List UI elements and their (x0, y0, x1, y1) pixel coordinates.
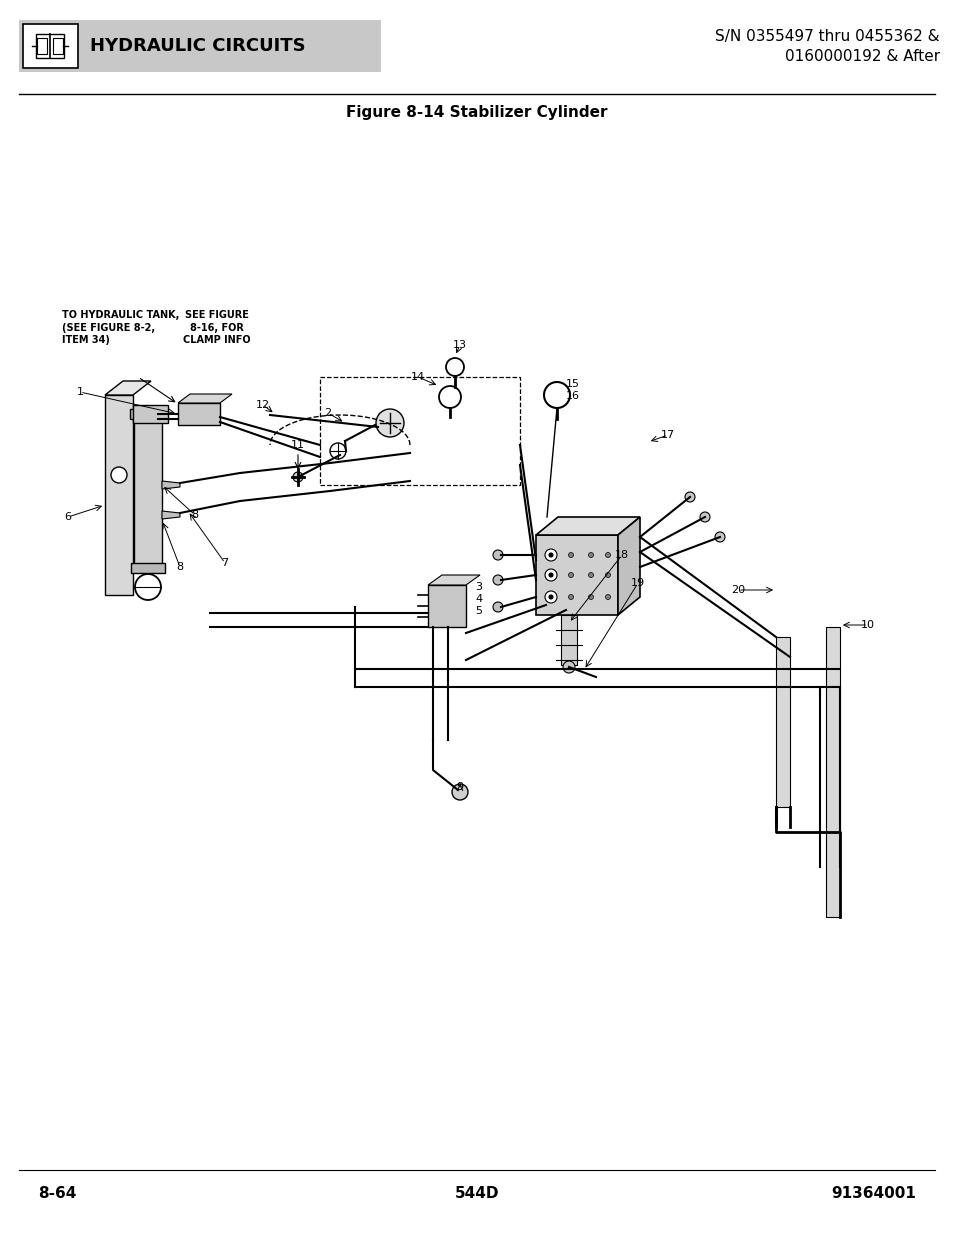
Circle shape (562, 661, 575, 673)
Circle shape (588, 594, 593, 599)
Text: 91364001: 91364001 (830, 1186, 915, 1200)
Polygon shape (162, 480, 180, 489)
Text: 4: 4 (475, 594, 481, 604)
Bar (536, 535, 618, 615)
Circle shape (293, 472, 303, 482)
Text: 7: 7 (221, 558, 229, 568)
Polygon shape (428, 576, 479, 585)
Circle shape (700, 513, 709, 522)
Text: 2: 2 (324, 408, 332, 417)
Circle shape (568, 552, 573, 557)
Text: 20: 20 (730, 585, 744, 595)
Bar (178, 403, 220, 425)
Bar (825, 627, 840, 918)
Circle shape (375, 409, 403, 437)
Bar (319, 377, 519, 485)
Circle shape (605, 594, 610, 599)
Polygon shape (618, 517, 639, 615)
Circle shape (544, 592, 557, 603)
Text: 12: 12 (255, 400, 270, 410)
Text: Figure 8-14 Stabilizer Cylinder: Figure 8-14 Stabilizer Cylinder (346, 105, 607, 120)
Circle shape (588, 552, 593, 557)
Text: 13: 13 (453, 340, 467, 350)
Text: 544D: 544D (455, 1186, 498, 1200)
Circle shape (111, 467, 127, 483)
Bar (130, 409, 166, 419)
Bar (133, 415, 162, 564)
Circle shape (684, 492, 695, 501)
Circle shape (548, 553, 553, 557)
Circle shape (548, 595, 553, 599)
Bar (19, 20, 380, 72)
Text: 8: 8 (192, 510, 198, 520)
Polygon shape (105, 395, 132, 595)
Bar (428, 585, 465, 627)
Text: 9: 9 (456, 782, 463, 792)
Bar (23, 23, 78, 68)
Text: 15: 15 (565, 379, 579, 389)
Text: 18: 18 (615, 550, 628, 559)
Circle shape (714, 532, 724, 542)
Text: 5: 5 (475, 606, 481, 616)
Polygon shape (536, 517, 639, 535)
Bar (775, 637, 789, 806)
Circle shape (568, 573, 573, 578)
Circle shape (548, 573, 553, 577)
Circle shape (452, 784, 468, 800)
Bar (131, 563, 165, 573)
Text: 17: 17 (660, 430, 675, 440)
Text: 3: 3 (475, 582, 481, 592)
Circle shape (493, 601, 502, 613)
Polygon shape (178, 394, 232, 403)
Text: 1: 1 (76, 387, 84, 396)
Text: 0160000192 & After: 0160000192 & After (784, 48, 939, 63)
Text: HYDRAULIC CIRCUITS: HYDRAULIC CIRCUITS (90, 37, 305, 56)
Circle shape (493, 576, 502, 585)
Polygon shape (105, 382, 151, 395)
Text: 14: 14 (411, 372, 425, 382)
Circle shape (605, 552, 610, 557)
Text: 19: 19 (630, 578, 644, 588)
Polygon shape (162, 511, 180, 519)
Text: 8-64: 8-64 (38, 1186, 76, 1200)
Circle shape (605, 573, 610, 578)
Circle shape (544, 550, 557, 561)
Circle shape (544, 569, 557, 580)
Bar (53, 38, 64, 54)
Text: 10: 10 (861, 620, 874, 630)
Bar (37, 38, 48, 54)
Text: 11: 11 (291, 440, 305, 450)
Bar (560, 615, 577, 664)
Text: 16: 16 (565, 391, 579, 401)
Text: 6: 6 (65, 513, 71, 522)
Bar (36, 35, 65, 58)
Circle shape (493, 550, 502, 559)
Text: TO HYDRAULIC TANK,
(SEE FIGURE 8-2,
ITEM 34): TO HYDRAULIC TANK, (SEE FIGURE 8-2, ITEM… (62, 310, 179, 345)
Polygon shape (132, 405, 168, 424)
Circle shape (568, 594, 573, 599)
Circle shape (588, 573, 593, 578)
Text: SEE FIGURE
8-16, FOR
CLAMP INFO: SEE FIGURE 8-16, FOR CLAMP INFO (183, 310, 251, 345)
Text: 8: 8 (176, 562, 183, 572)
Circle shape (135, 574, 161, 600)
Text: S/N 0355497 thru 0455362 &: S/N 0355497 thru 0455362 & (715, 28, 939, 43)
